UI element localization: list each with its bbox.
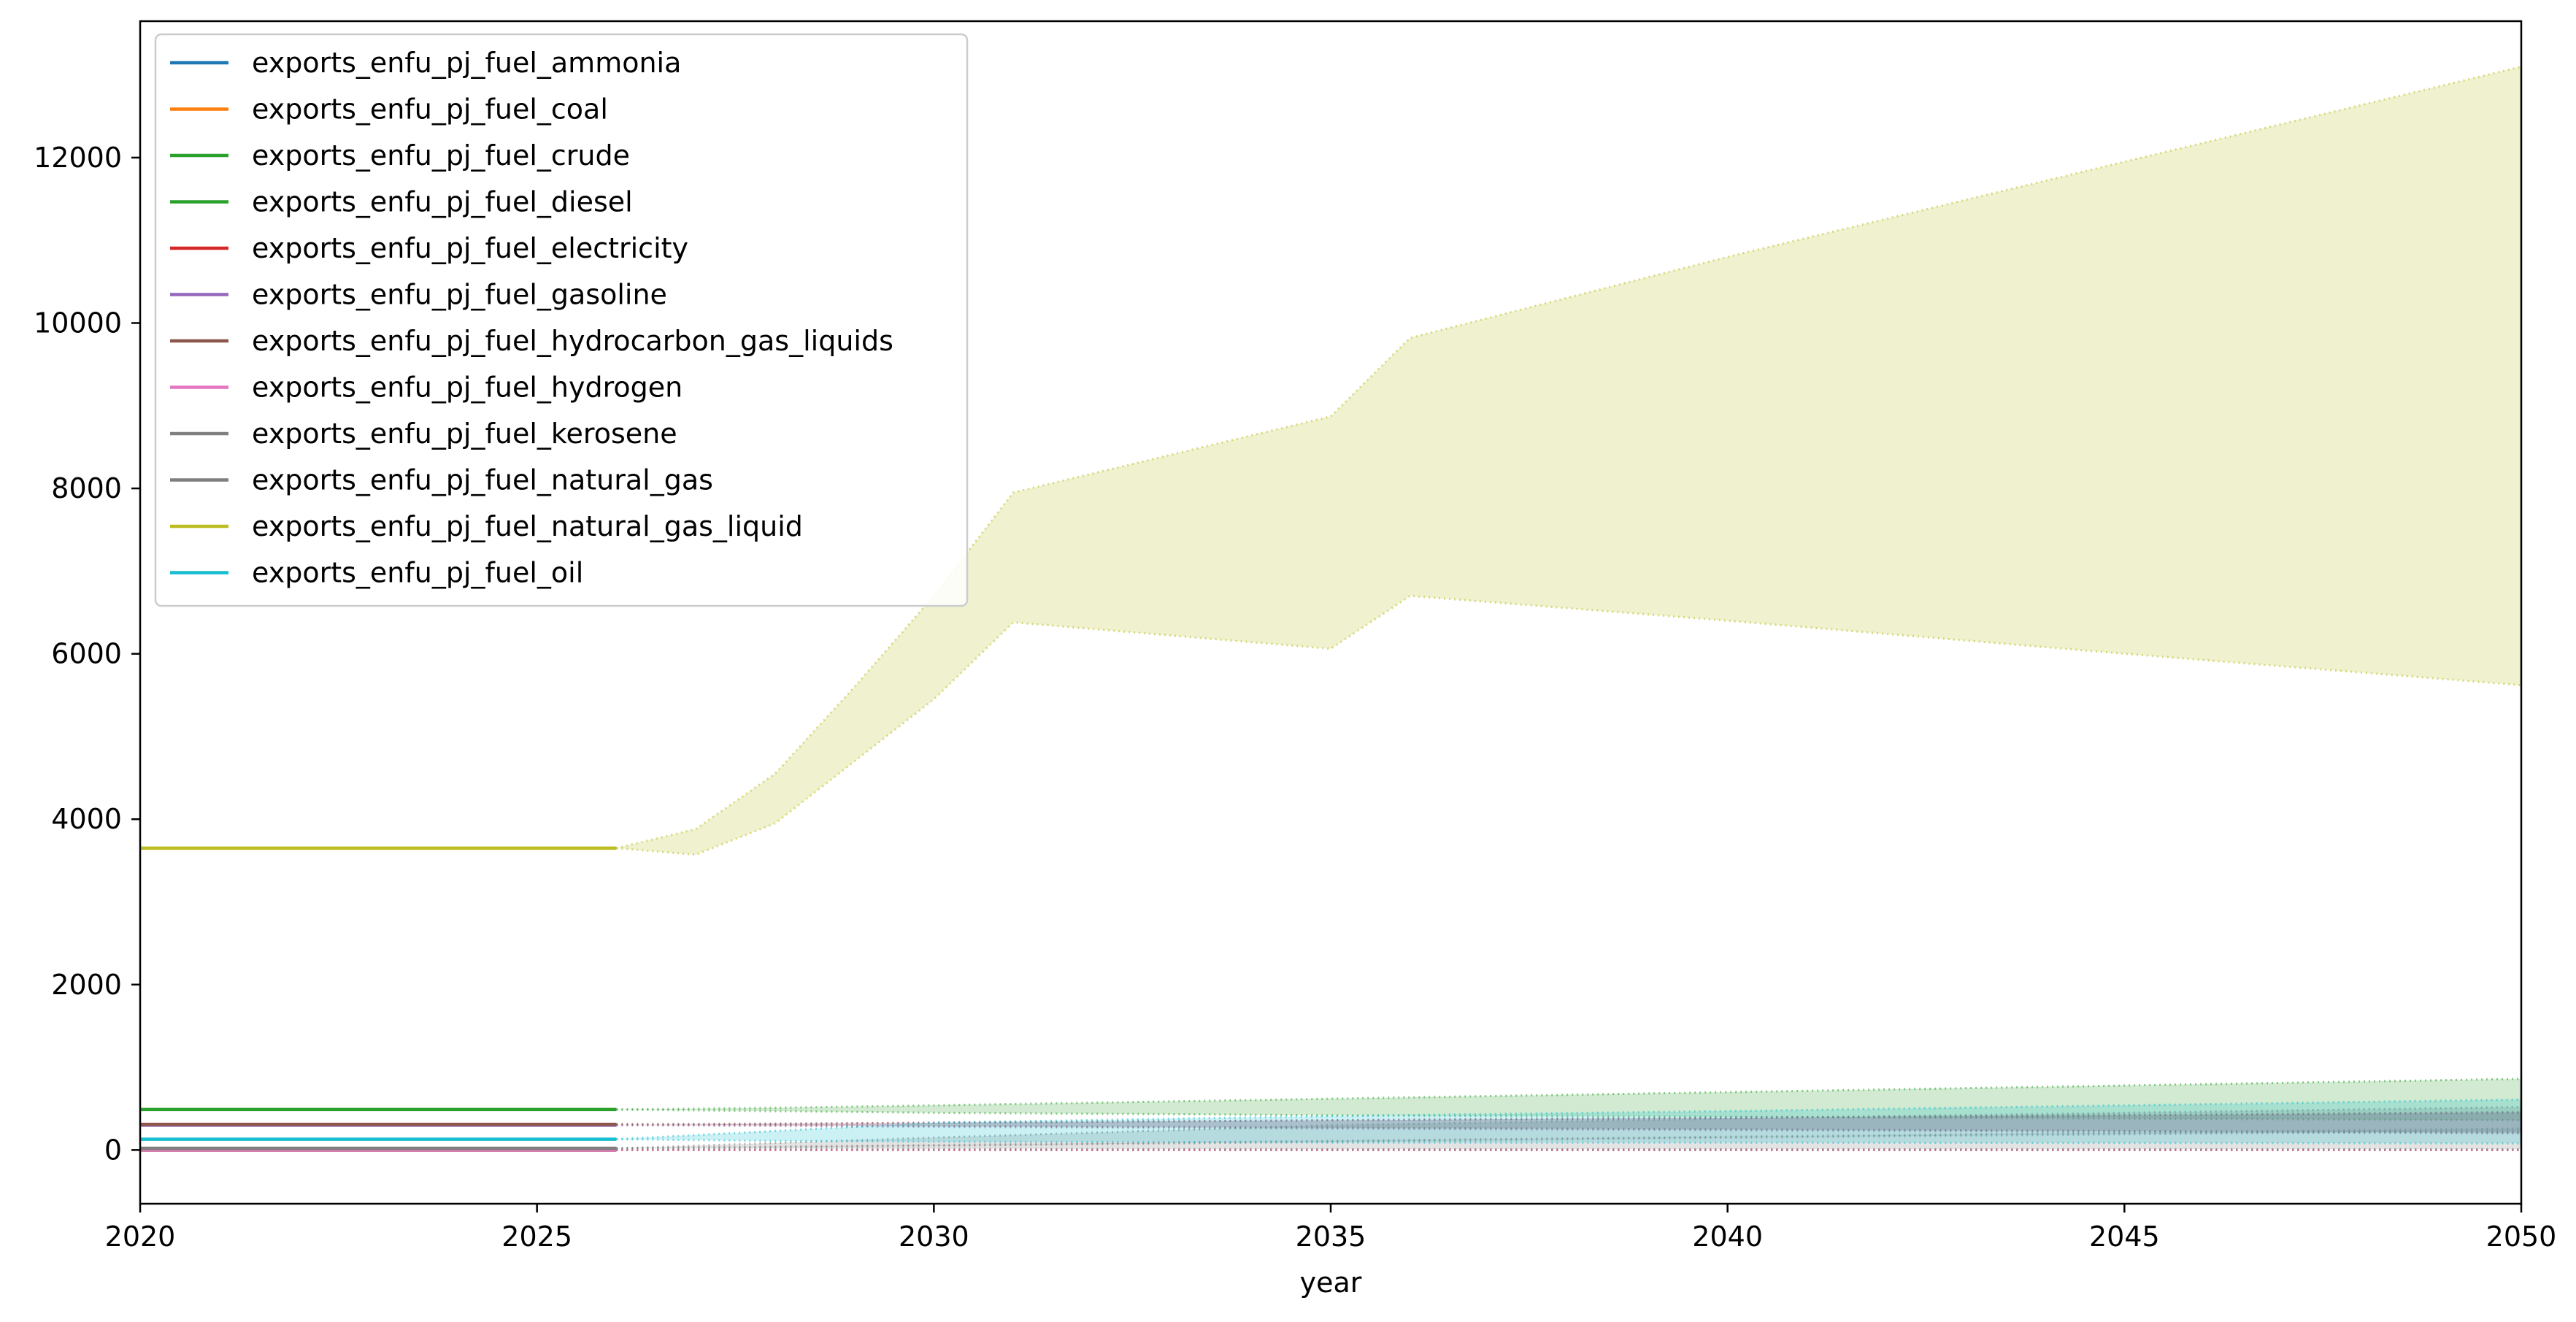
forecast-lower-natural-gas <box>616 1129 2522 1150</box>
x-tick-label: 2040 <box>1692 1221 1763 1253</box>
legend-label: exports_enfu_pj_fuel_natural_gas <box>252 464 713 496</box>
legend-item: exports_enfu_pj_fuel_electricity <box>170 232 688 264</box>
y-tick-label: 0 <box>104 1134 122 1166</box>
legend-label: exports_enfu_pj_fuel_gasoline <box>252 279 667 311</box>
legend-item: exports_enfu_pj_fuel_natural_gas_liquid <box>170 510 803 542</box>
x-axis: 2020 2025 2030 2035 2040 2045 2050 <box>105 1204 2557 1253</box>
x-tick-label: 2020 <box>105 1221 176 1253</box>
forecast-band-gasoline <box>616 1112 2522 1134</box>
y-tick-label: 6000 <box>51 638 122 670</box>
forecast-band-hydrocarbon-gas-liquids <box>616 1112 2522 1133</box>
legend: exports_enfu_pj_fuel_ammonia exports_enfu… <box>154 33 969 607</box>
legend-item: exports_enfu_pj_fuel_gasoline <box>170 279 667 311</box>
legend-label: exports_enfu_pj_fuel_electricity <box>252 232 688 264</box>
series-lines-layer <box>140 846 617 1152</box>
legend-label: exports_enfu_pj_fuel_kerosene <box>252 418 677 450</box>
forecast-upper-natural-gas <box>616 1106 2522 1150</box>
legend-label: exports_enfu_pj_fuel_crude <box>252 139 630 172</box>
legend-label: exports_enfu_pj_fuel_ammonia <box>252 47 681 79</box>
legend-item: exports_enfu_pj_fuel_diesel <box>170 186 633 218</box>
legend-label: exports_enfu_pj_fuel_hydrogen <box>252 372 683 404</box>
y-tick-label: 10000 <box>34 307 122 339</box>
legend-label: exports_enfu_pj_fuel_diesel <box>252 186 633 218</box>
legend-item: exports_enfu_pj_fuel_coal <box>170 93 608 126</box>
x-tick-label: 2025 <box>501 1221 572 1253</box>
legend-item: exports_enfu_pj_fuel_oil <box>170 557 583 589</box>
x-tick-label: 2035 <box>1296 1221 1366 1253</box>
forecast-upper-hydrocarbon-gas-liquids <box>616 1110 2522 1126</box>
y-tick-label: 4000 <box>51 803 122 835</box>
x-tick-label: 2045 <box>2089 1221 2160 1253</box>
x-tick-label: 2050 <box>2486 1221 2557 1253</box>
forecast-bands-layer <box>616 65 2522 1151</box>
legend-item: exports_enfu_pj_fuel_crude <box>170 139 630 172</box>
y-tick-label: 8000 <box>51 472 122 504</box>
legend-label: exports_enfu_pj_fuel_coal <box>252 93 608 126</box>
y-tick-label: 12000 <box>34 142 122 174</box>
y-tick-label: 2000 <box>51 969 122 1001</box>
legend-item: exports_enfu_pj_fuel_natural_gas <box>170 464 713 496</box>
forecast-lower-kerosene <box>616 1147 2521 1150</box>
forecast-band-natural-gas <box>616 1107 2522 1149</box>
x-axis-label: year <box>1300 1267 1362 1299</box>
forecast-band-oil <box>616 1099 2522 1144</box>
forecast-upper-natural-gas-liquid <box>616 65 2522 850</box>
forecast-band-diesel <box>616 1078 2522 1121</box>
legend-item: exports_enfu_pj_fuel_ammonia <box>170 47 681 79</box>
legend-label: exports_enfu_pj_fuel_oil <box>252 557 583 589</box>
legend-item: exports_enfu_pj_fuel_hydrocarbon_gas_liq… <box>170 325 893 357</box>
legend-label: exports_enfu_pj_fuel_natural_gas_liquid <box>252 510 803 542</box>
x-tick-label: 2030 <box>899 1221 969 1253</box>
legend-item: exports_enfu_pj_fuel_hydrogen <box>170 372 683 404</box>
y-axis: 0 2000 4000 6000 8000 10000 12000 <box>34 142 140 1166</box>
legend-box <box>154 33 969 607</box>
forecast-band-natural-gas-liquid <box>616 66 2522 855</box>
forecast-upper-diesel <box>616 1077 2522 1111</box>
legend-item: exports_enfu_pj_fuel_kerosene <box>170 418 677 450</box>
forecast-upper-kerosene <box>616 1127 2522 1150</box>
forecast-lower-oil <box>616 1138 2522 1145</box>
forecast-upper-oil <box>616 1098 2522 1141</box>
legend-label: exports_enfu_pj_fuel_hydrocarbon_gas_liq… <box>252 325 893 357</box>
forecast-lower-diesel <box>616 1108 2522 1122</box>
